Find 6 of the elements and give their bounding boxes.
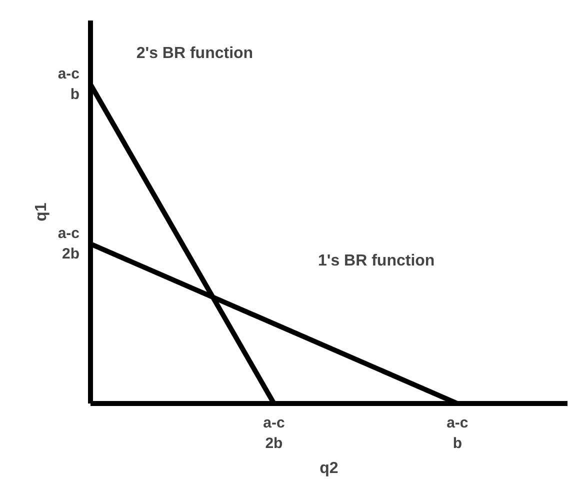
text: 2's BR function (136, 44, 254, 62)
annotation: 1's BR function (318, 252, 435, 270)
y-axis-title: q1 (32, 202, 50, 222)
text: a-c b (58, 66, 80, 104)
x-axis-title: q2 (320, 460, 338, 477)
text: a-c 2b (58, 225, 80, 263)
